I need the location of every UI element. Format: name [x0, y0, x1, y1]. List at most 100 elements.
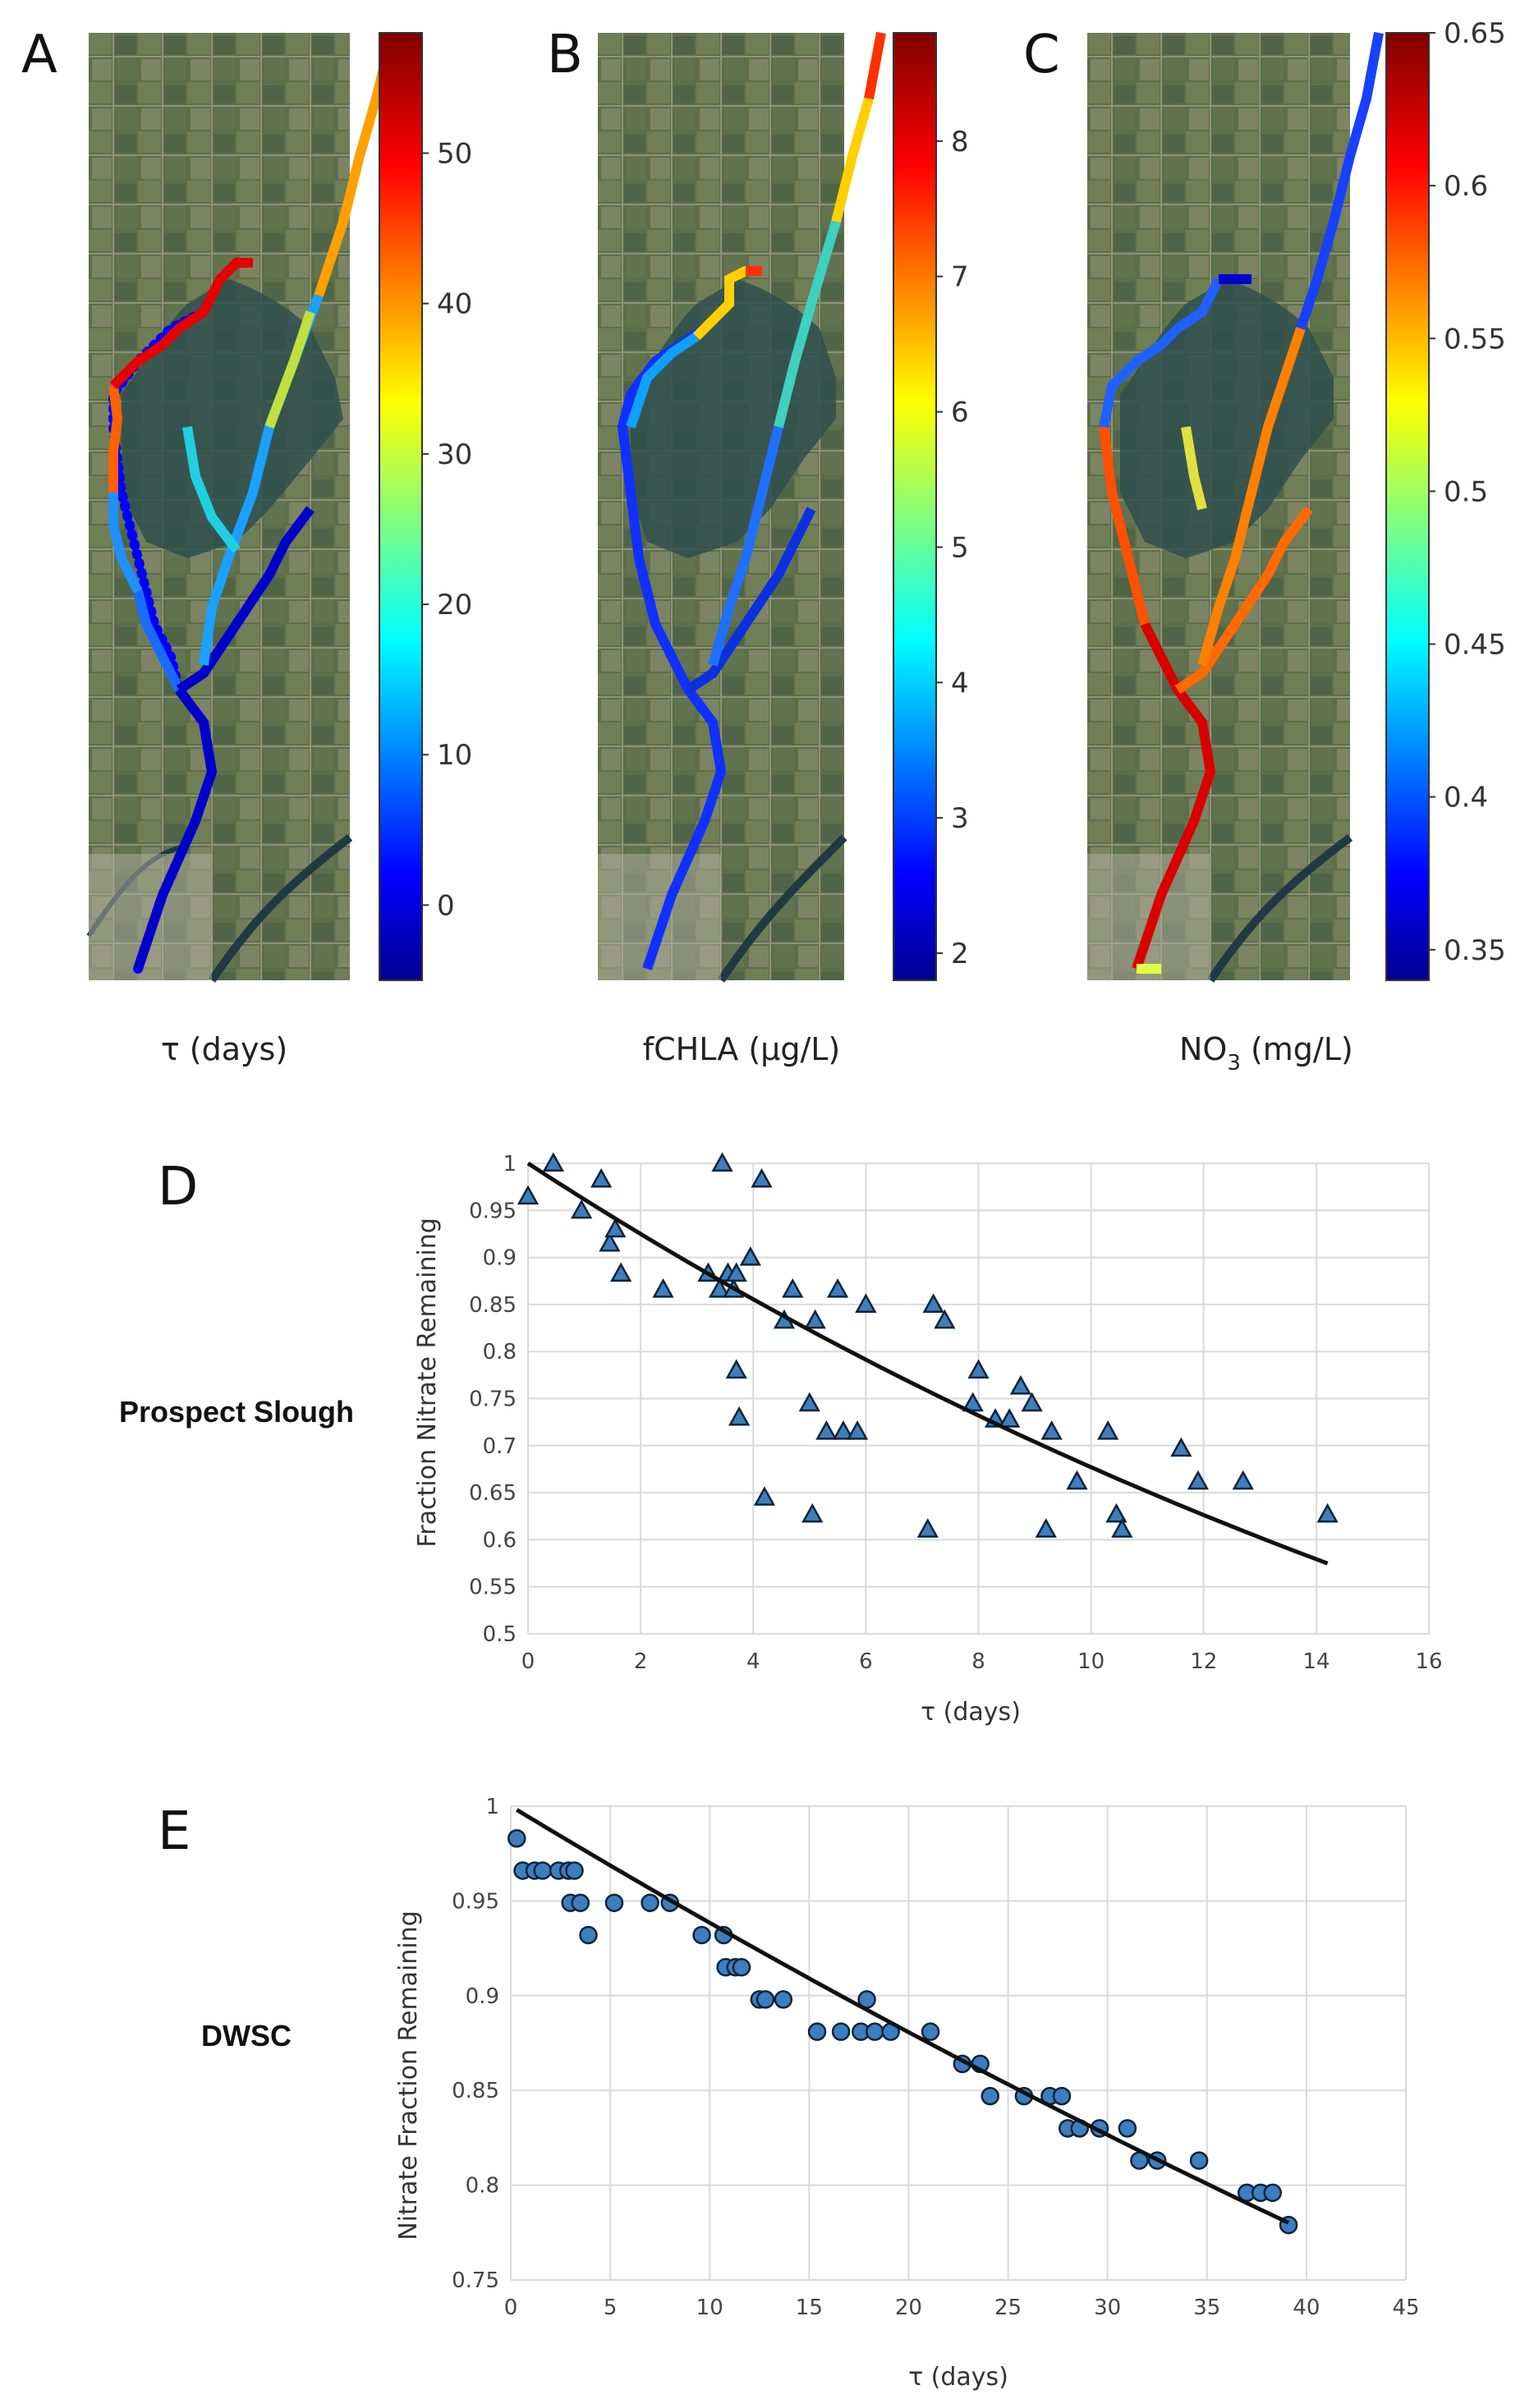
track-east-branch [1137, 31, 1384, 974]
data-point [732, 1957, 751, 1977]
x-tick-label: 16 [1415, 1649, 1442, 1674]
colorbar-tick-label: 50 [437, 138, 472, 171]
data-point [774, 1990, 793, 2009]
data-point [804, 1309, 826, 1329]
data-point [1187, 1470, 1210, 1490]
chart-panel-d: D Prospect Slough Fraction Nitrate Remai… [119, 1152, 1443, 1727]
colorbar-tick-label: 10 [437, 739, 472, 772]
x-tick-label: 12 [1190, 1649, 1217, 1674]
x-tick-label: 20 [895, 2296, 922, 2320]
x-tick-label: 2 [634, 1649, 648, 1674]
y-tick-label: 0.55 [469, 1576, 517, 1600]
colorbar-tick-label: 5 [951, 531, 969, 564]
data-point [1263, 2183, 1282, 2203]
data-point [1035, 1518, 1057, 1538]
data-point [692, 1925, 711, 1945]
colorbar-tick-label: 8 [951, 126, 969, 158]
data-point [756, 1990, 775, 2009]
map-caption-c: NO3 (mg/L) [1179, 1031, 1353, 1076]
y-tick-label: 0.8 [466, 2174, 499, 2199]
data-point [1009, 1375, 1032, 1395]
y-tick-label: 1 [503, 1152, 517, 1176]
map-panel-b: B 2 3 4 5 6 7 8 fCHLA (µg/L) [547, 25, 969, 1067]
data-point [1316, 1502, 1339, 1523]
colorbar-tick-label: 2 [951, 938, 969, 970]
data-point [826, 1277, 849, 1298]
colorbar-tick-label: 20 [437, 589, 472, 621]
data-point [999, 1408, 1021, 1428]
colorbar-tick-label: 40 [437, 288, 472, 321]
data-point [599, 1232, 621, 1252]
data-point [1052, 2086, 1072, 2106]
data-point [739, 1246, 761, 1266]
x-tick-label: 10 [1077, 1649, 1105, 1674]
colorbar-tick-label: 0.45 [1444, 629, 1506, 662]
data-point [1232, 1470, 1254, 1490]
panel-letter-c: C [1023, 25, 1060, 85]
data-point [604, 1893, 624, 1912]
data-point [921, 2022, 940, 2041]
y-tick-label: 0.95 [452, 1889, 499, 1914]
satellite-map [1087, 33, 1353, 983]
y-tick-label: 0.85 [469, 1293, 517, 1318]
colorbar-tick-label: 4 [951, 667, 969, 699]
x-tick-label: 40 [1293, 2296, 1320, 2320]
data-point [610, 1262, 632, 1282]
data-point [604, 1218, 627, 1238]
data-point [725, 1359, 747, 1379]
map-caption-b: fCHLA (µg/L) [643, 1031, 841, 1067]
data-point [981, 2086, 1000, 2106]
data-point [922, 1293, 944, 1313]
fit-line [526, 1161, 1329, 1566]
colorbar-ticks: 0 10 20 30 40 50 [422, 138, 472, 922]
data-point [782, 1277, 804, 1298]
data-point [579, 1925, 598, 1945]
panel-letter-b: B [547, 25, 583, 85]
y-tick-label: 0.65 [469, 1481, 517, 1506]
data-point [641, 1893, 659, 1912]
y-axis-label: Nitrate Fraction Remaining [394, 1910, 423, 2241]
colorbar-tick-label: 0.4 [1444, 782, 1488, 814]
data-point [533, 1861, 553, 1880]
y-tick-label: 0.75 [469, 1387, 517, 1412]
data-point [846, 1420, 869, 1440]
chart-panel-e: E DWSC Nitrate Fraction Remaining τ (day… [158, 1795, 1420, 2392]
data-point [1170, 1437, 1192, 1457]
colorbar: 2 3 4 5 6 7 8 [893, 32, 969, 981]
data-point [1111, 1518, 1133, 1538]
colorbar-tick-label: 3 [951, 802, 969, 835]
y-tick-label: 0.9 [483, 1246, 517, 1271]
data-point [508, 1828, 526, 1848]
data-point [571, 1893, 590, 1912]
colorbar-ticks: 0.35 0.4 0.45 0.5 0.55 0.6 0.65 [1429, 17, 1506, 967]
y-axis-label: Fraction Nitrate Remaining [413, 1218, 442, 1548]
y-tick-label: 0.7 [483, 1434, 517, 1459]
x-tick-label: 14 [1302, 1649, 1330, 1674]
data-point [517, 1185, 540, 1205]
x-axis-label: τ (days) [921, 1698, 1021, 1727]
colorbar-tick-label: 0.6 [1444, 170, 1488, 203]
y-tick-label: 0.8 [483, 1340, 517, 1365]
map-caption-a: τ (days) [161, 1031, 287, 1067]
data-point [1097, 1420, 1119, 1440]
x-tick-label: 0 [521, 1649, 535, 1674]
x-axis-label: τ (days) [908, 2363, 1008, 2392]
x-tick-label: 6 [859, 1649, 873, 1674]
x-tick-label: 30 [1094, 2296, 1121, 2320]
data-point [708, 1277, 731, 1298]
panel-letter-e: E [158, 1801, 191, 1862]
y-tick-label: 0.95 [469, 1199, 517, 1223]
colorbar-tick-label: 0.5 [1444, 475, 1488, 508]
x-tick-label: 25 [994, 2296, 1022, 2320]
panel-letter-a: A [21, 25, 57, 85]
data-point [967, 1359, 990, 1379]
y-tick-label: 1 [485, 1795, 499, 1819]
x-tick-label: 10 [696, 2296, 723, 2320]
x-tick-label: 45 [1392, 2296, 1419, 2320]
colorbar: 0.35 0.4 0.45 0.5 0.55 0.6 0.65 [1385, 17, 1506, 981]
data-point [725, 1262, 747, 1282]
colorbar-tick-label: 7 [951, 261, 969, 294]
